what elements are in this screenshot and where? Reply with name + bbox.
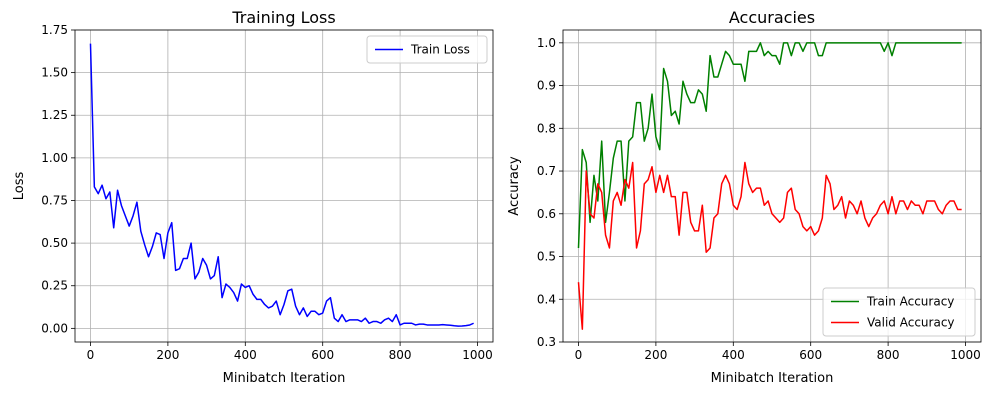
- x-tick-label: 400: [234, 348, 257, 362]
- y-tick-label: 0.3: [537, 335, 556, 349]
- chart-title: Training Loss: [231, 8, 335, 27]
- x-tick-label: 200: [156, 348, 179, 362]
- x-axis-label: Minibatch Iteration: [711, 371, 834, 386]
- y-tick-label: 0.5: [537, 250, 556, 264]
- y-tick-label: 0.8: [537, 121, 556, 135]
- accuracies-chart: 0 200 400 600 800 1000 0.3 0.4 0.5 0.6 0.7 0.8 0.9 1.…: [507, 8, 982, 386]
- legend-box: [366, 35, 488, 64]
- x-tick-label: 200: [644, 348, 667, 362]
- y-tick-label: 1.25: [41, 108, 68, 122]
- training-loss-chart: 0 200 400 600 800 1000 0.00 0.25 0.50 0.75 1.00 1.2…: [12, 8, 494, 386]
- plot-frame: [562, 29, 982, 343]
- y-tick-label: 0.75: [41, 193, 68, 207]
- x-tick-label: 1000: [950, 348, 981, 362]
- y-axis-label: Accuracy: [507, 156, 522, 216]
- x-tick-label: 600: [311, 348, 334, 362]
- x-tick-label: 600: [799, 348, 822, 362]
- x-tick-label: 800: [389, 348, 412, 362]
- y-tick-label: 1.00: [41, 151, 68, 165]
- y-tick-label: 0.4: [537, 292, 556, 306]
- y-axis-label: Loss: [12, 172, 27, 201]
- y-tick-label: 1.0: [537, 36, 556, 50]
- chart-title: Accuracies: [729, 8, 815, 27]
- x-axis-label: Minibatch Iteration: [223, 371, 346, 386]
- legend: Train Accuracy Valid Accuracy: [822, 287, 976, 337]
- x-tick-label: 800: [877, 348, 900, 362]
- x-tick-label: 1000: [462, 348, 493, 362]
- y-tick-label: 0.9: [537, 79, 556, 93]
- plot-frame: [74, 29, 494, 343]
- y-tick-label: 0.25: [41, 279, 68, 293]
- y-tick-label: 1.75: [41, 23, 68, 37]
- train-accuracy-line: [577, 42, 962, 248]
- legend-label-train-loss: Train Loss: [410, 43, 470, 57]
- y-tick-label: 0.6: [537, 207, 556, 221]
- legend-box: [822, 287, 976, 337]
- x-tick-label: 400: [722, 348, 745, 362]
- train-loss-line: [89, 43, 474, 327]
- y-tick-label: 0.50: [41, 236, 68, 250]
- valid-accuracy-line: [577, 161, 962, 330]
- y-tick-label: 0.00: [41, 321, 68, 335]
- legend: Train Loss: [366, 35, 488, 64]
- y-tick-label: 1.50: [41, 66, 68, 80]
- legend-label-valid-accuracy: Valid Accuracy: [867, 316, 955, 330]
- x-tick-label: 0: [87, 348, 95, 362]
- x-tick-label: 0: [575, 348, 583, 362]
- y-tick-label: 0.7: [537, 164, 556, 178]
- legend-label-train-accuracy: Train Accuracy: [866, 295, 954, 309]
